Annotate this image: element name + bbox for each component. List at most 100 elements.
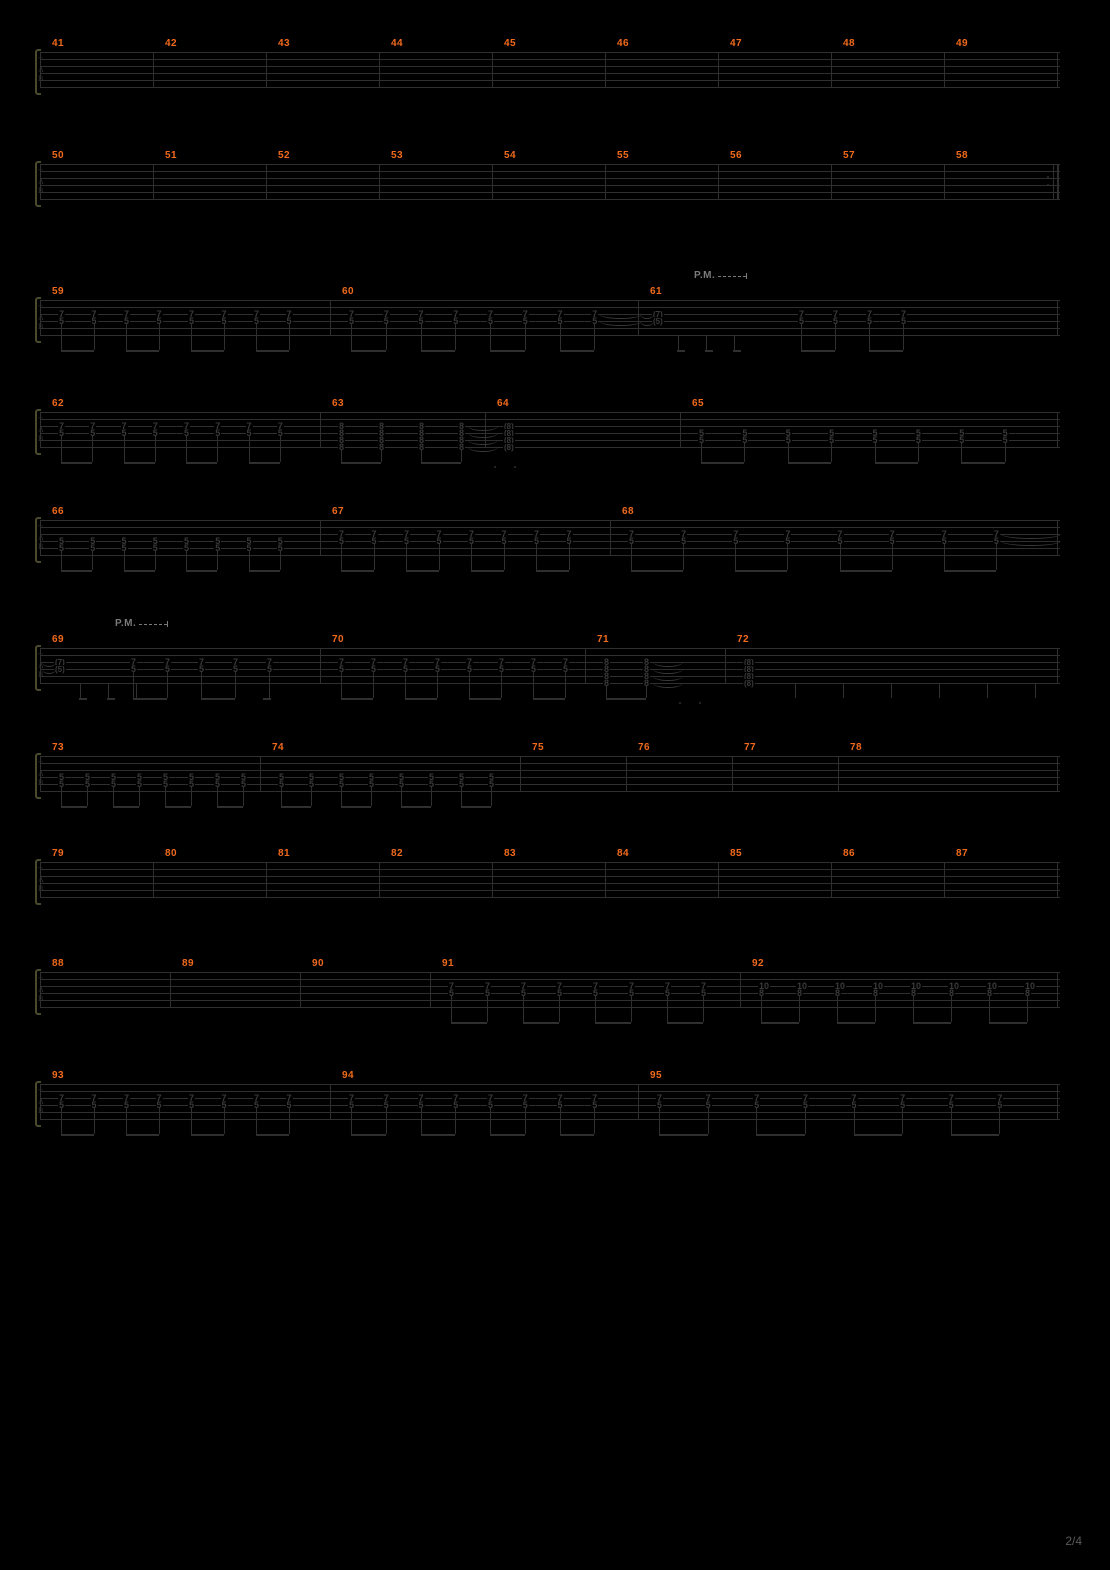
measure-number: 72 bbox=[737, 634, 749, 645]
barline bbox=[379, 52, 380, 88]
barline bbox=[610, 520, 611, 556]
barline bbox=[492, 862, 493, 898]
measure-number: 42 bbox=[165, 38, 177, 49]
tab-system: TAB596061P.M.757575757575757575757575757… bbox=[40, 300, 1060, 366]
barline bbox=[831, 862, 832, 898]
fret-number: (8) bbox=[743, 679, 755, 688]
barline bbox=[40, 972, 41, 1008]
barline bbox=[266, 164, 267, 200]
measure-number: 74 bbox=[272, 742, 284, 753]
palm-mute-label: P.M. bbox=[115, 618, 136, 629]
barline bbox=[379, 164, 380, 200]
barline bbox=[605, 862, 606, 898]
barline bbox=[1057, 972, 1058, 1008]
barline bbox=[944, 52, 945, 88]
measure-number: 62 bbox=[52, 398, 64, 409]
measure-number: 70 bbox=[332, 634, 344, 645]
measure-number: 78 bbox=[850, 742, 862, 753]
measure-number: 64 bbox=[497, 398, 509, 409]
barline bbox=[40, 756, 41, 792]
tab-system: TAB6263646575757575757575758888888888888… bbox=[40, 412, 1060, 478]
barline bbox=[718, 52, 719, 88]
tab-system: TAB69707172P.M.(7)(5)7575757575757575757… bbox=[40, 648, 1060, 714]
measure-number: 58 bbox=[956, 150, 968, 161]
barline bbox=[40, 52, 41, 88]
barline bbox=[1057, 1084, 1058, 1120]
barline bbox=[740, 972, 741, 1008]
measure-number: 59 bbox=[52, 286, 64, 297]
measure-number: 55 bbox=[617, 150, 629, 161]
measure-number: 45 bbox=[504, 38, 516, 49]
barline bbox=[300, 972, 301, 1008]
tab-system: TAB8889909192757575757575757510810810810… bbox=[40, 972, 1060, 1038]
barline bbox=[1057, 52, 1058, 88]
barline bbox=[40, 862, 41, 898]
measure-number: 83 bbox=[504, 848, 516, 859]
barline bbox=[330, 300, 331, 336]
barline bbox=[1057, 300, 1058, 336]
barline bbox=[520, 756, 521, 792]
barline bbox=[1057, 412, 1058, 448]
measure-number: 88 bbox=[52, 958, 64, 969]
measure-number: 89 bbox=[182, 958, 194, 969]
barline bbox=[718, 164, 719, 200]
measure-number: 93 bbox=[52, 1070, 64, 1081]
tab-page: TAB414243444546474849TAB5051525354555657… bbox=[0, 0, 1110, 1570]
palm-mute-label: P.M. bbox=[694, 270, 715, 281]
tab-system: TAB6667685555555555555555757575757575757… bbox=[40, 520, 1060, 586]
measure-number: 84 bbox=[617, 848, 629, 859]
measure-number: 56 bbox=[730, 150, 742, 161]
barline bbox=[170, 972, 171, 1008]
measure-number: 51 bbox=[165, 150, 177, 161]
measure-number: 41 bbox=[52, 38, 64, 49]
barline bbox=[732, 756, 733, 792]
barline bbox=[1057, 520, 1058, 556]
barline bbox=[379, 862, 380, 898]
staff-lines bbox=[40, 164, 1060, 200]
staff-lines bbox=[40, 862, 1060, 898]
measure-number: 81 bbox=[278, 848, 290, 859]
barline bbox=[153, 862, 154, 898]
measure-number: 91 bbox=[442, 958, 454, 969]
measure-number: 69 bbox=[52, 634, 64, 645]
measure-number: 92 bbox=[752, 958, 764, 969]
barline bbox=[638, 300, 639, 336]
measure-number: 46 bbox=[617, 38, 629, 49]
barline bbox=[40, 1084, 41, 1120]
measure-number: 60 bbox=[342, 286, 354, 297]
barline bbox=[838, 756, 839, 792]
tab-system: TAB7374757677785555555555555555555555555… bbox=[40, 756, 1060, 822]
barline bbox=[638, 1084, 639, 1120]
staff-lines bbox=[40, 972, 1060, 1008]
barline bbox=[320, 412, 321, 448]
measure-number: 68 bbox=[622, 506, 634, 517]
measure-number: 57 bbox=[843, 150, 855, 161]
measure-number: 65 bbox=[692, 398, 704, 409]
barline bbox=[330, 1084, 331, 1120]
barline bbox=[40, 648, 41, 684]
barline bbox=[831, 164, 832, 200]
measure-number: 49 bbox=[956, 38, 968, 49]
barline bbox=[626, 756, 627, 792]
measure-number: 63 bbox=[332, 398, 344, 409]
tab-system: TAB9394957575757575757575757575757575757… bbox=[40, 1084, 1060, 1150]
barline bbox=[605, 52, 606, 88]
measure-number: 77 bbox=[744, 742, 756, 753]
barline bbox=[153, 52, 154, 88]
measure-number: 85 bbox=[730, 848, 742, 859]
barline bbox=[1057, 756, 1058, 792]
measure-number: 90 bbox=[312, 958, 324, 969]
barline bbox=[680, 412, 681, 448]
measure-number: 73 bbox=[52, 742, 64, 753]
barline bbox=[492, 164, 493, 200]
measure-number: 75 bbox=[532, 742, 544, 753]
barline bbox=[1057, 164, 1059, 200]
page-number: 2/4 bbox=[1065, 1534, 1082, 1548]
staff-lines bbox=[40, 520, 1060, 556]
barline bbox=[585, 648, 586, 684]
barline bbox=[718, 862, 719, 898]
barline bbox=[266, 862, 267, 898]
measure-number: 66 bbox=[52, 506, 64, 517]
barline bbox=[40, 164, 41, 200]
barline bbox=[1057, 862, 1058, 898]
